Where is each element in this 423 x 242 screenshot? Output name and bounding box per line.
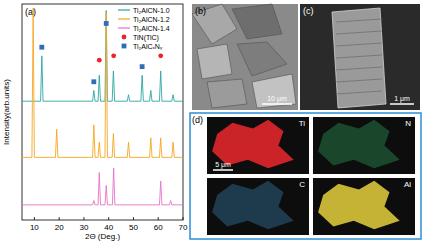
x-tick-label: 10 [30, 223, 39, 232]
phase-marker [111, 53, 116, 58]
map-background [207, 178, 309, 235]
sem-grain [252, 74, 296, 108]
eds-map: C [207, 178, 309, 235]
x-tick [183, 217, 184, 220]
sem-layer [336, 79, 382, 82]
x-tick-label: 50 [129, 223, 138, 232]
sem-layer [336, 67, 382, 70]
element-distribution [318, 120, 400, 169]
map-background [313, 178, 415, 235]
legend-label: Ti₂AlCN-1.4 [133, 25, 170, 32]
eds-map: Ti 5 μm [207, 117, 309, 174]
scale-bar-label: 5 μm [215, 161, 231, 169]
eds-map: Al [313, 178, 415, 235]
x-tick [59, 217, 60, 220]
sem-grain [232, 4, 282, 39]
y-axis-title: Intensity(arb.units) [2, 79, 11, 145]
sem-background [300, 4, 420, 110]
sem-layer [336, 91, 382, 94]
sem-grain [237, 42, 287, 76]
element-distribution [212, 120, 294, 169]
phase-marker [39, 45, 44, 50]
sem-crystal [332, 8, 386, 108]
element-distribution [212, 181, 294, 230]
element-label: C [299, 180, 305, 189]
element-label: Al [404, 180, 411, 189]
sem-layer [336, 43, 382, 46]
x-tick [133, 217, 134, 220]
phase-marker [158, 53, 163, 58]
plot-marks [22, 8, 183, 205]
sem-grain [197, 44, 232, 79]
legend-swatch [118, 27, 130, 28]
panel-label: (c) [303, 6, 314, 16]
sem-image-c: (c) 1 μm [300, 4, 420, 110]
sem-grain [192, 4, 237, 44]
sem-layer [336, 55, 382, 58]
scale-bar-label: 1 μm [394, 95, 410, 103]
legend-label: Ti₂AlCN-1.2 [133, 16, 170, 23]
scale-bar-label: 10 μm [267, 95, 287, 103]
x-tick-label: 40 [104, 223, 113, 232]
element-label: N [405, 119, 411, 128]
xrd-line [22, 168, 183, 205]
element-distribution [318, 181, 400, 230]
phase-marker [97, 58, 102, 63]
x-tick-label: 30 [79, 223, 88, 232]
element-label: Ti [299, 119, 306, 128]
legend-label: TiN(TiC) [133, 34, 159, 42]
legend: Ti₂AlCN-1.0 Ti₂AlCN-1.2 Ti₂AlCN-1.4 TiN(TiC… [118, 7, 170, 50]
map-background [207, 117, 309, 174]
phase-marker [104, 21, 109, 26]
legend-swatch [118, 18, 130, 19]
x-axis-title: 2Θ (Deg.) [85, 232, 120, 241]
phase-marker [140, 64, 145, 69]
panel-label: (a) [25, 7, 36, 17]
sem-image-b: (b) 10 μm [192, 4, 298, 110]
panel-label: (d) [192, 115, 203, 125]
x-tick [83, 217, 84, 220]
x-tick [34, 217, 35, 220]
legend-swatch [118, 9, 130, 10]
panel-label: (b) [195, 6, 206, 16]
plot-frame [22, 4, 183, 220]
scale-bar [262, 103, 292, 105]
legend-label: Ti₂AlCN-1.0 [133, 7, 170, 14]
sem-grain [207, 79, 247, 108]
scale-bar [213, 169, 233, 171]
sem-background [192, 4, 298, 110]
eds-maps: (d) Ti 5 μm N C Al [190, 113, 421, 239]
x-tick [158, 217, 159, 220]
legend-swatch [122, 35, 127, 40]
scale-bar [390, 103, 414, 105]
sem-layer [336, 31, 382, 34]
map-background [313, 117, 415, 174]
x-tick [108, 217, 109, 220]
xrd-line [22, 8, 183, 157]
legend-swatch [122, 44, 127, 49]
sem-layer [336, 19, 382, 22]
phase-marker [91, 79, 96, 84]
x-tick-label: 60 [154, 223, 163, 232]
panel-frame [190, 113, 421, 239]
eds-map: N [313, 117, 415, 174]
x-tick-label: 20 [55, 223, 64, 232]
figure: 10 20 30 40 50 60 70 Intensity(arb.units) 2Θ (De… [0, 0, 423, 242]
x-tick-label: 70 [179, 223, 188, 232]
legend-label: Ti₂AlCₓNᵧ [133, 43, 163, 50]
xrd-line [22, 10, 183, 101]
